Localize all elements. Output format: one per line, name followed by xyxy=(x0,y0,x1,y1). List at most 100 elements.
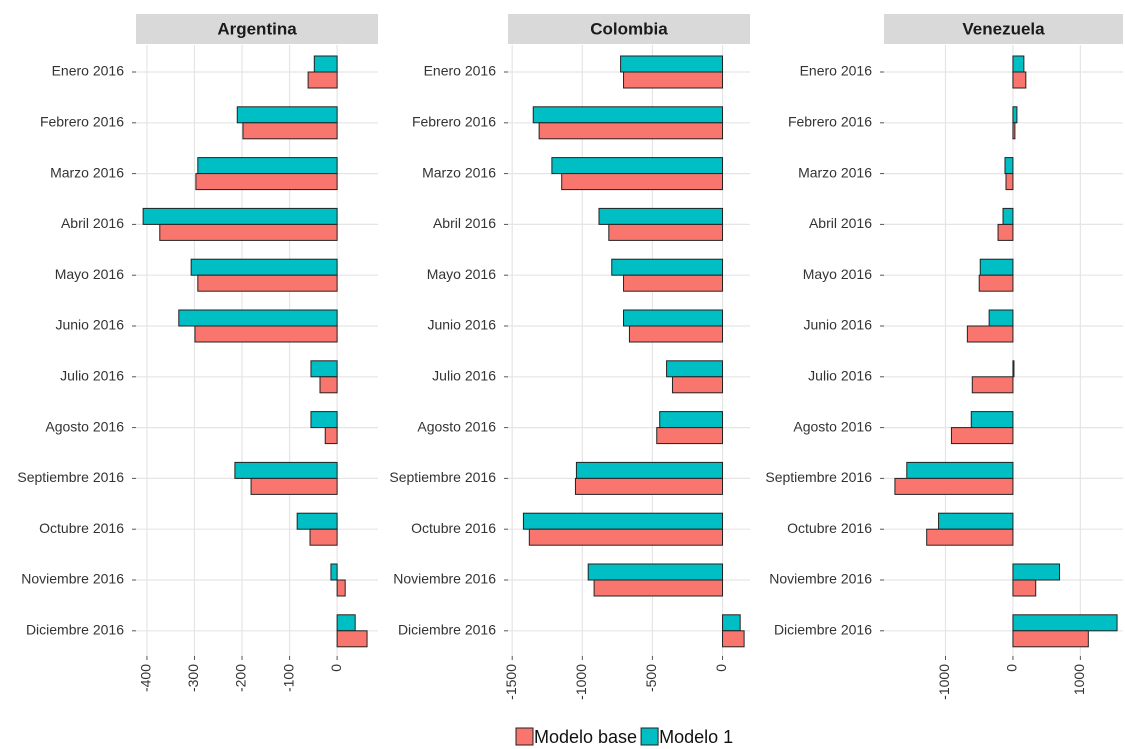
x-tick-label: 0 xyxy=(713,664,729,672)
bar xyxy=(1012,579,1037,597)
y-tick-label: Febrero 2016 xyxy=(40,114,124,130)
bar xyxy=(598,207,724,225)
bar xyxy=(587,563,724,581)
x-tick-label: -500 xyxy=(643,664,659,692)
bar xyxy=(307,71,338,89)
strip xyxy=(884,14,1123,44)
bar xyxy=(666,360,724,378)
bar xyxy=(906,461,1014,479)
bar xyxy=(1012,614,1118,632)
bar xyxy=(593,579,724,597)
y-tick-label: Mayo 2016 xyxy=(803,266,872,282)
x-tick-label: -1500 xyxy=(503,664,519,700)
bar xyxy=(608,223,724,241)
y-tick-label: Diciembre 2016 xyxy=(398,622,496,638)
bar xyxy=(194,325,338,343)
bar xyxy=(623,274,724,292)
bar xyxy=(178,309,338,327)
bar xyxy=(197,157,338,175)
bar xyxy=(1012,360,1015,378)
y-tick-label: Octubre 2016 xyxy=(411,520,496,536)
legend-swatch xyxy=(640,727,659,746)
bar xyxy=(1012,563,1061,581)
y-tick-label: Abril 2016 xyxy=(433,215,496,231)
bar xyxy=(997,223,1014,241)
bar xyxy=(522,512,724,530)
bar xyxy=(242,122,338,140)
bar xyxy=(336,579,346,597)
bar xyxy=(159,223,338,241)
y-tick-label: Septiembre 2016 xyxy=(389,469,496,485)
bar xyxy=(551,157,724,175)
bar xyxy=(197,274,338,292)
bar xyxy=(970,411,1014,429)
bar xyxy=(236,106,338,124)
y-tick-label: Junio 2016 xyxy=(427,317,496,333)
bar xyxy=(722,630,745,648)
y-tick-label: Junio 2016 xyxy=(803,317,872,333)
bar xyxy=(336,614,356,632)
y-tick-label: Mayo 2016 xyxy=(427,266,496,282)
bar xyxy=(195,173,338,191)
bar xyxy=(319,376,338,394)
legend-label: Modelo base xyxy=(534,727,637,747)
y-tick-label: Julio 2016 xyxy=(432,368,496,384)
bar xyxy=(722,614,741,632)
x-tick-label: -400 xyxy=(138,664,154,692)
y-tick-label: Septiembre 2016 xyxy=(17,469,124,485)
y-tick-label: Octubre 2016 xyxy=(787,520,872,536)
bar xyxy=(336,630,368,648)
bar xyxy=(971,376,1014,394)
y-tick-label: Octubre 2016 xyxy=(39,520,124,536)
bar xyxy=(988,309,1014,327)
bar xyxy=(620,55,724,73)
bar xyxy=(310,360,338,378)
bar xyxy=(250,477,338,495)
bar xyxy=(538,122,724,140)
bar xyxy=(296,512,338,530)
bar xyxy=(1012,630,1089,648)
strip xyxy=(508,14,750,44)
x-tick-label: -200 xyxy=(233,664,249,692)
bar xyxy=(142,207,338,225)
panel-title: Venezuela xyxy=(962,19,1045,38)
y-tick-label: Enero 2016 xyxy=(52,63,125,79)
bar xyxy=(1005,173,1014,191)
bar xyxy=(575,461,724,479)
bar xyxy=(313,55,338,73)
bar xyxy=(671,376,724,394)
bar xyxy=(190,258,338,276)
bar xyxy=(979,258,1014,276)
bar xyxy=(561,173,724,191)
y-tick-label: Septiembre 2016 xyxy=(765,469,872,485)
bar xyxy=(628,325,724,343)
bar xyxy=(310,411,338,429)
x-tick-label: -1000 xyxy=(573,664,589,700)
y-tick-label: Junio 2016 xyxy=(55,317,124,333)
bar xyxy=(938,512,1014,530)
bar xyxy=(950,427,1014,445)
y-tick-label: Diciembre 2016 xyxy=(774,622,872,638)
panel-title: Colombia xyxy=(590,19,668,38)
bar xyxy=(309,528,338,546)
y-tick-label: Marzo 2016 xyxy=(798,164,872,180)
bar xyxy=(978,274,1014,292)
bar xyxy=(532,106,724,124)
strip xyxy=(136,14,378,44)
bar xyxy=(234,461,338,479)
y-tick-label: Julio 2016 xyxy=(808,368,872,384)
bar xyxy=(894,477,1014,495)
bar xyxy=(659,411,724,429)
bar xyxy=(1012,106,1018,124)
x-tick-label: -100 xyxy=(280,664,296,692)
y-tick-label: Julio 2016 xyxy=(60,368,124,384)
legend-swatch xyxy=(515,727,534,746)
bar xyxy=(324,427,338,445)
y-tick-label: Noviembre 2016 xyxy=(769,571,872,587)
y-tick-label: Enero 2016 xyxy=(424,63,497,79)
panel-title: Argentina xyxy=(217,19,297,38)
bar xyxy=(1004,157,1014,175)
legend-label: Modelo 1 xyxy=(659,727,733,747)
bar xyxy=(656,427,724,445)
